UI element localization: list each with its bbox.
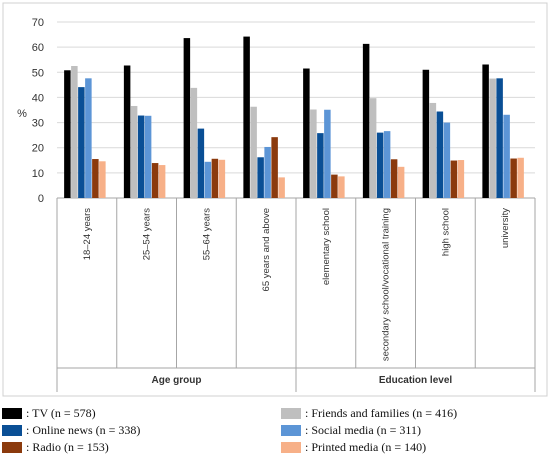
bar <box>496 78 503 198</box>
bar-chart: 0 10 20 30 40 50 60 70 % 18–24 years 25–54 years… <box>2 2 548 397</box>
bar <box>243 36 250 198</box>
bar <box>151 163 159 198</box>
bar <box>183 38 191 198</box>
bar <box>457 160 465 198</box>
x-tick-label: university <box>500 208 511 248</box>
bar <box>383 131 391 198</box>
legend-swatch <box>281 442 301 453</box>
bar <box>257 157 264 198</box>
bar <box>264 146 271 198</box>
bar <box>310 109 317 198</box>
bar <box>369 98 377 198</box>
bars <box>64 36 524 199</box>
bar <box>190 87 198 198</box>
legend-item: : Friends and families (n = 416) <box>281 406 457 421</box>
bar <box>510 158 517 198</box>
bar <box>443 122 451 198</box>
legend-item: : Radio (n = 153) <box>2 440 109 455</box>
bar <box>450 160 458 198</box>
bar <box>71 66 78 198</box>
legend-label: : Radio (n = 153) <box>26 440 109 454</box>
legend-swatch <box>281 425 301 436</box>
bar <box>130 105 138 198</box>
bar <box>517 157 524 198</box>
bar <box>144 115 152 198</box>
y-axis-label: % <box>17 108 27 120</box>
legend-label: : TV (n = 578) <box>26 406 96 420</box>
bar <box>317 133 324 198</box>
legend-label: : Friends and families (n = 416) <box>305 406 458 420</box>
y-tick-label: 40 <box>32 92 44 104</box>
bar <box>99 161 106 198</box>
bar <box>376 132 384 198</box>
y-tick-label: 0 <box>38 193 44 205</box>
x-tick-label: secondary school/vocational training <box>381 208 392 361</box>
bar <box>338 176 345 198</box>
chart-frame <box>2 2 548 397</box>
x-tick-label: 25–54 years <box>142 208 153 261</box>
y-tick-label: 30 <box>32 118 44 130</box>
x-tick-label: high school <box>440 208 451 256</box>
legend-swatch <box>2 442 22 453</box>
bar <box>390 159 398 198</box>
bar <box>64 70 71 198</box>
bar <box>324 109 331 198</box>
x-tick-label: 55–64 years <box>201 208 212 261</box>
bar <box>436 111 444 198</box>
bar <box>137 115 145 198</box>
legend-label: : Social media (n = 311) <box>305 423 421 437</box>
bar <box>489 78 496 198</box>
legend-swatch <box>2 425 22 436</box>
x-group-label: Age group <box>152 375 202 386</box>
y-tick-label: 10 <box>32 168 44 180</box>
bar <box>271 137 278 198</box>
y-tick-label: 60 <box>32 42 44 54</box>
bar <box>78 87 85 198</box>
x-tick-label: 65 years and above <box>261 208 272 291</box>
bar <box>397 166 405 198</box>
y-tick-label: 20 <box>32 143 44 155</box>
bar <box>482 64 489 199</box>
bar <box>92 159 99 198</box>
legend-label: : Printed media (n = 140) <box>305 440 427 454</box>
bar <box>158 165 166 198</box>
bar <box>211 158 219 198</box>
bar <box>204 161 212 198</box>
legend-swatch <box>2 408 22 419</box>
x-axis: 18–24 years 25–54 years 55–64 years 65 year… <box>56 198 536 392</box>
y-tick-label: 70 <box>32 17 44 29</box>
legend-item: : Social media (n = 311) <box>281 423 421 438</box>
legend-item: : TV (n = 578) <box>2 406 96 421</box>
bar <box>503 114 510 198</box>
y-tick-label: 50 <box>32 67 44 79</box>
x-tick-label: 18–24 years <box>82 208 93 261</box>
bar <box>303 68 310 198</box>
bar <box>422 69 430 199</box>
legend-item: : Online news (n = 338) <box>2 423 140 438</box>
y-axis: 0 10 20 30 40 50 60 70 <box>32 17 44 205</box>
bar <box>218 159 226 198</box>
bar <box>250 106 257 198</box>
x-group-label: Education level <box>379 375 453 386</box>
bar <box>123 65 131 198</box>
bar <box>331 174 338 198</box>
bar <box>362 43 370 199</box>
bar <box>278 177 285 198</box>
bar <box>429 102 437 198</box>
x-tick-label: elementary school <box>321 208 332 285</box>
legend-swatch <box>281 408 301 419</box>
bar <box>197 128 205 198</box>
bar <box>85 78 92 198</box>
legend-label: : Online news (n = 338) <box>26 423 141 437</box>
legend-item: : Printed media (n = 140) <box>281 440 426 455</box>
